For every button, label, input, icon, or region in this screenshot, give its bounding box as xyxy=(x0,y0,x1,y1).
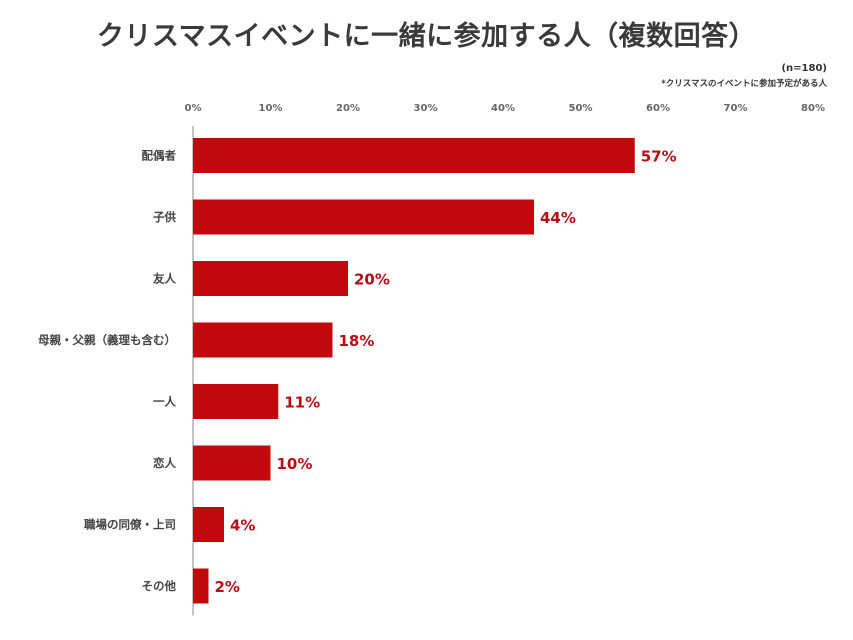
chart-note: *クリスマスのイベントに参加予定がある人 xyxy=(661,79,827,89)
x-tick-label: 40% xyxy=(491,103,515,114)
data-label: 18% xyxy=(339,332,375,350)
x-tick-label: 20% xyxy=(336,103,360,114)
bar xyxy=(193,445,271,481)
category-label: 恋人 xyxy=(153,456,176,470)
bar xyxy=(193,568,209,604)
data-label: 4% xyxy=(230,517,255,535)
sample-size: (n=180) xyxy=(781,63,827,74)
bar xyxy=(193,322,333,358)
data-label: 10% xyxy=(277,455,313,473)
x-tick-label: 30% xyxy=(414,103,438,114)
category-label: 友人 xyxy=(153,272,176,286)
bar xyxy=(193,199,534,235)
x-tick-label: 60% xyxy=(646,103,670,114)
category-label: 職場の同僚・上司 xyxy=(84,518,176,532)
x-tick-label: 10% xyxy=(259,103,283,114)
bar xyxy=(193,138,635,173)
bar xyxy=(193,384,279,419)
x-tick-label: 70% xyxy=(724,103,748,114)
data-label: 20% xyxy=(354,271,390,289)
category-label: 子供 xyxy=(153,210,176,224)
data-label: 57% xyxy=(641,148,677,166)
x-tick-label: 50% xyxy=(569,103,593,114)
category-label: 一人 xyxy=(153,395,176,409)
category-label: その他 xyxy=(142,579,177,593)
bar xyxy=(193,261,348,296)
x-tick-label: 80% xyxy=(801,103,825,114)
chart-title: クリスマスイベントに一緒に参加する人（複数回答） xyxy=(96,21,757,52)
data-label: 44% xyxy=(540,209,576,227)
data-label: 2% xyxy=(215,578,240,596)
category-label: 母親・父親（義理も含む） xyxy=(38,333,176,347)
category-label: 配偶者 xyxy=(142,149,177,163)
bar xyxy=(193,507,224,542)
x-tick-label: 0% xyxy=(185,103,202,114)
data-label: 11% xyxy=(284,394,320,412)
